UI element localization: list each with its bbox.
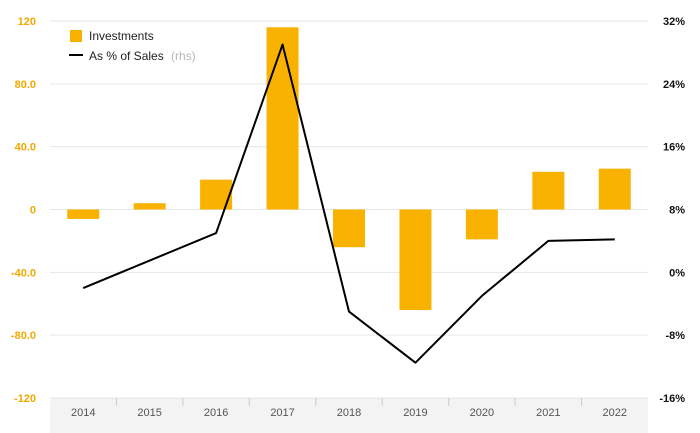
legend-bar-swatch: [70, 30, 82, 42]
x-tick-label: 2017: [270, 407, 294, 419]
bar-2017: [266, 27, 299, 210]
x-tick-label: 2016: [204, 407, 228, 419]
bar-2019: [399, 209, 432, 311]
sales-percent-line: [82, 43, 615, 364]
legend-line-label-suffix: (rhs): [171, 49, 196, 63]
left-tick-label: -80.0: [11, 330, 36, 342]
legend-line-label-main: As % of Sales: [89, 49, 164, 63]
left-tick-label: 120: [18, 16, 36, 28]
bar-2018: [333, 209, 365, 248]
right-tick-label: 24%: [663, 79, 685, 91]
left-tick-label: -120: [14, 393, 36, 405]
bar-2020: [465, 209, 498, 240]
left-tick-label: 0: [30, 205, 36, 217]
x-tick-label: 2014: [71, 407, 95, 419]
x-tick-label: 2020: [470, 407, 494, 419]
legend-bar-label: Investments: [89, 29, 154, 43]
legend: Investments As % of Sales (rhs): [69, 29, 196, 63]
investment-bars: [67, 27, 631, 311]
left-tick-label: 80.0: [15, 79, 36, 91]
right-tick-label: 0%: [669, 267, 685, 279]
right-tick-label: 32%: [663, 16, 685, 28]
x-tick-label: 2015: [137, 407, 161, 419]
x-axis-band: [50, 398, 648, 433]
bar-2014: [67, 209, 100, 219]
bar-2022: [598, 168, 631, 210]
right-tick-label: 16%: [663, 142, 685, 154]
left-tick-label: 40.0: [15, 142, 36, 154]
left-tick-label: -40.0: [11, 267, 36, 279]
left-axis-ticks: -120 -80.0 -40.0 0 40.0 80.0 120: [11, 16, 36, 405]
right-tick-label: -8%: [665, 330, 685, 342]
legend-line-label: As % of Sales (rhs): [89, 49, 196, 63]
right-tick-label: 8%: [669, 205, 685, 217]
bar-2016: [200, 179, 233, 210]
x-axis-ticks: 2014 2015 2016 2017 2018 2019 2020 2021 2022: [71, 398, 627, 419]
x-tick-label: 2018: [337, 407, 361, 419]
x-tick-label: 2022: [603, 407, 627, 419]
x-tick-label: 2019: [403, 407, 427, 419]
bar-2021: [532, 171, 565, 210]
right-tick-label: -16%: [659, 393, 685, 405]
x-tick-label: 2021: [536, 407, 560, 419]
right-axis-ticks: -16% -8% 0% 8% 16% 24% 32%: [659, 16, 685, 405]
bar-2015: [133, 203, 166, 210]
